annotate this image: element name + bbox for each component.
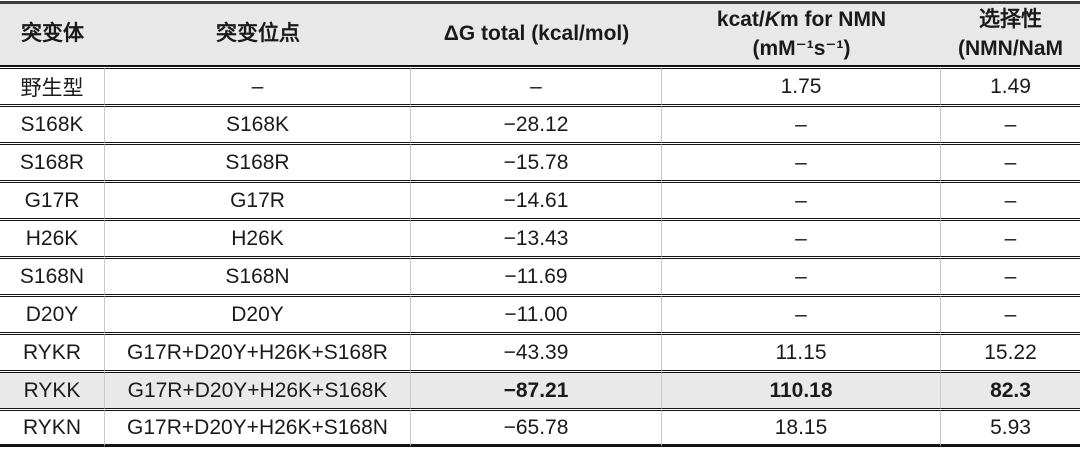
kcat-km-cell: 18.15 [662, 410, 941, 447]
kcat-km-cell: – [662, 144, 941, 181]
mutation-sites-cell: – [105, 68, 411, 105]
dg-total-cell: −65.78 [411, 410, 662, 447]
kcat-km-cell: – [662, 296, 941, 333]
mutant-cell: G17R [0, 182, 105, 219]
table-row: RYKR G17R+D20Y+H26K+S168R −43.39 11.15 15.22 [0, 334, 1080, 371]
col-header-mutation-sites: 突变位点 [105, 1, 411, 67]
mutant-cell: RYKR [0, 334, 105, 371]
col-header-mutant-label: 突变体 [21, 22, 84, 46]
table-body: 野生型 – –1.75 1.49 S168K S168K −28.12– – S168R S168… [0, 68, 1080, 447]
table-row: G17R G17R −14.61– – [0, 182, 1080, 219]
mutation-sites-cell: D20Y [105, 296, 411, 333]
table-row: S168N S168N −11.69– – [0, 258, 1080, 295]
mutant-cell: S168R [0, 144, 105, 181]
mutation-sites-cell: G17R+D20Y+H26K+S168R [105, 334, 411, 371]
dg-total-cell: −13.43 [411, 220, 662, 257]
dg-total-cell: −14.61 [411, 182, 662, 219]
table-row: 野生型 – –1.75 1.49 [0, 68, 1080, 105]
selectivity-cell: – [941, 296, 1080, 333]
mutant-cell: H26K [0, 220, 105, 257]
table-row: D20Y D20Y −11.00– – [0, 296, 1080, 333]
kcat-km-cell: 1.75 [662, 68, 941, 105]
kcat-km-suffix: m for NMN [779, 8, 887, 32]
mutant-cell: S168N [0, 258, 105, 295]
mutant-data-table-container: 突变体 突变位点 ΔG total (kcal/mol) kcat/Km for… [0, 1, 1080, 447]
col-header-kcat-km-units: (mM⁻¹s⁻¹) [752, 36, 851, 60]
kcat-km-prefix: kcat/ [716, 8, 765, 32]
mutation-sites-cell: H26K [105, 220, 411, 257]
col-header-mutation-sites-label: 突变位点 [216, 22, 300, 46]
table-row: S168K S168K −28.12– – [0, 106, 1080, 143]
col-header-dg-total: ΔG total (kcal/mol) [411, 1, 662, 67]
table-row: H26K H26K −13.43– – [0, 220, 1080, 257]
col-header-mutant: 突变体 [0, 1, 105, 67]
selectivity-cell: – [941, 258, 1080, 295]
selectivity-cell: – [941, 182, 1080, 219]
mutant-cell: RYKN [0, 410, 105, 447]
kcat-km-cell: – [662, 106, 941, 143]
dg-total-cell: – [411, 68, 662, 105]
mutation-sites-cell: S168N [105, 258, 411, 295]
mutation-sites-cell: G17R [105, 182, 411, 219]
col-header-selectivity-units: (NMN/NaM [958, 36, 1063, 60]
col-header-selectivity-label: 选择性 [979, 8, 1042, 32]
selectivity-cell: 1.49 [941, 68, 1080, 105]
mutation-sites-cell: S168R [105, 144, 411, 181]
mutant-cell: 野生型 [0, 68, 105, 105]
mutant-cell: RYKK [0, 372, 105, 409]
dg-total-cell: −43.39 [411, 334, 662, 371]
dg-total-cell: −15.78 [411, 144, 662, 181]
selectivity-cell: – [941, 220, 1080, 257]
dg-total-cell: −11.69 [411, 258, 662, 295]
selectivity-cell: – [941, 106, 1080, 143]
mutation-sites-cell: S168K [105, 106, 411, 143]
mutation-sites-cell: G17R+D20Y+H26K+S168N [105, 410, 411, 447]
col-header-dg-total-label: ΔG total (kcal/mol) [443, 22, 630, 46]
dg-total-cell: −87.21 [411, 372, 662, 409]
kcat-km-cell: 110.18 [662, 372, 941, 409]
mutant-data-table: 突变体 突变位点 ΔG total (kcal/mol) kcat/Km for… [0, 1, 1080, 447]
mutation-sites-cell: G17R+D20Y+H26K+S168K [105, 372, 411, 409]
table-row: RYKN G17R+D20Y+H26K+S168N −65.78 18.15 5.93 [0, 410, 1080, 447]
col-header-kcat-km: kcat/Km for NMN (mM⁻¹s⁻¹) [662, 1, 941, 67]
dg-total-cell: −11.00 [411, 296, 662, 333]
col-header-kcat-km-line1: kcat/Km for NMN [662, 6, 941, 34]
kcat-km-italic-k: K [764, 8, 780, 32]
table-row: S168R S168R −15.78– – [0, 144, 1080, 181]
table-row: RYKK G17R+D20Y+H26K+S168K −87.21 110.18 82.3 [0, 372, 1080, 409]
mutant-cell: D20Y [0, 296, 105, 333]
kcat-km-cell: – [662, 220, 941, 257]
kcat-km-cell: – [662, 258, 941, 295]
selectivity-cell: 5.93 [941, 410, 1080, 447]
dg-total-cell: −28.12 [411, 106, 662, 143]
selectivity-cell: 15.22 [941, 334, 1080, 371]
header-row: 突变体 突变位点 ΔG total (kcal/mol) kcat/Km for… [0, 1, 1080, 67]
selectivity-cell: – [941, 144, 1080, 181]
selectivity-cell: 82.3 [941, 372, 1080, 409]
col-header-selectivity: 选择性 (NMN/NaM [941, 1, 1080, 67]
kcat-km-cell: 11.15 [662, 334, 941, 371]
mutant-cell: S168K [0, 106, 105, 143]
kcat-km-cell: – [662, 182, 941, 219]
